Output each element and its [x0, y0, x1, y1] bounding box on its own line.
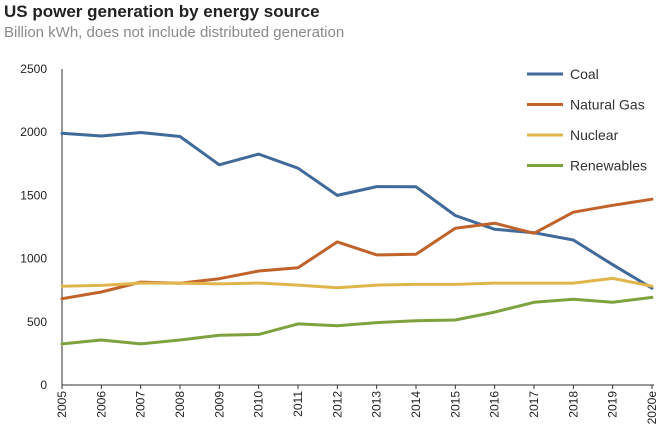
x-tick-label: 2013: [370, 391, 384, 418]
legend-label-renewables: Renewables: [570, 158, 647, 174]
legend-label-natural-gas: Natural Gas: [570, 97, 645, 113]
x-tick-label: 2020e: [645, 391, 659, 425]
y-tick-label: 1500: [20, 188, 47, 202]
y-tick-label: 0: [40, 378, 47, 392]
x-tick-label: 2014: [409, 391, 423, 418]
x-tick-label: 2016: [488, 391, 502, 418]
x-tick-label: 2015: [448, 391, 462, 418]
x-tick-label: 2019: [606, 391, 620, 418]
x-tick-label: 2017: [527, 391, 541, 418]
x-tick-label: 2011: [291, 391, 305, 417]
chart-axes: 0 500 1000 1500 2000 2500 2005 2006 2007 2008 2009…: [20, 62, 659, 424]
chart-subtitle: Billion kWh, does not include distribute…: [4, 24, 345, 41]
x-tick-label: 2005: [55, 391, 69, 418]
series-line-nuclear: [60, 276, 654, 290]
series-lines: [60, 131, 654, 346]
chart-title: US power generation by energy source: [4, 2, 320, 21]
y-tick-label: 2500: [20, 62, 47, 76]
x-tick-label: 2012: [330, 391, 344, 418]
y-tick-label: 1000: [20, 252, 47, 266]
series-line-coal: [60, 131, 654, 290]
x-tick-label: 2009: [212, 391, 226, 418]
x-tick-label: 2007: [134, 391, 148, 418]
x-tick-label: 2010: [252, 391, 266, 418]
legend-label-nuclear: Nuclear: [570, 127, 619, 143]
x-tick-label: 2018: [566, 391, 580, 418]
y-tick-label: 2000: [20, 125, 47, 139]
y-tick-label: 500: [27, 315, 47, 329]
legend-label-coal: Coal: [570, 66, 599, 82]
series-line-renewables: [60, 295, 654, 346]
chart-legend: Coal Natural Gas Nuclear Renewables: [527, 66, 647, 174]
x-tick-label: 2006: [94, 391, 108, 418]
x-tick-label: 2008: [173, 391, 187, 418]
